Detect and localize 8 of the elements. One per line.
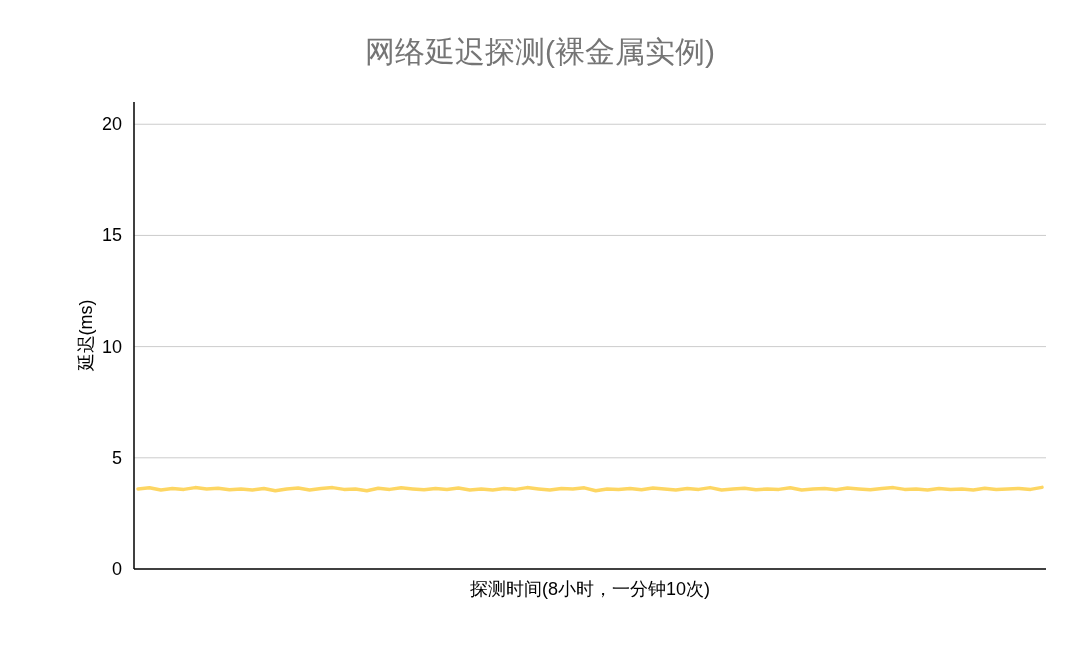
chart-title: 网络延迟探测(裸金属实例) xyxy=(365,35,715,68)
y-axis-title: 延迟(ms) xyxy=(76,299,96,373)
x-axis-title: 探测时间(8小时，一分钟10次) xyxy=(469,579,711,599)
y-tick-label: 10 xyxy=(101,336,122,357)
y-tick-label: 15 xyxy=(101,225,122,246)
y-tick-label: 0 xyxy=(111,559,122,579)
y-tick-label: 5 xyxy=(111,447,122,468)
y-tick-label: 20 xyxy=(101,114,122,135)
